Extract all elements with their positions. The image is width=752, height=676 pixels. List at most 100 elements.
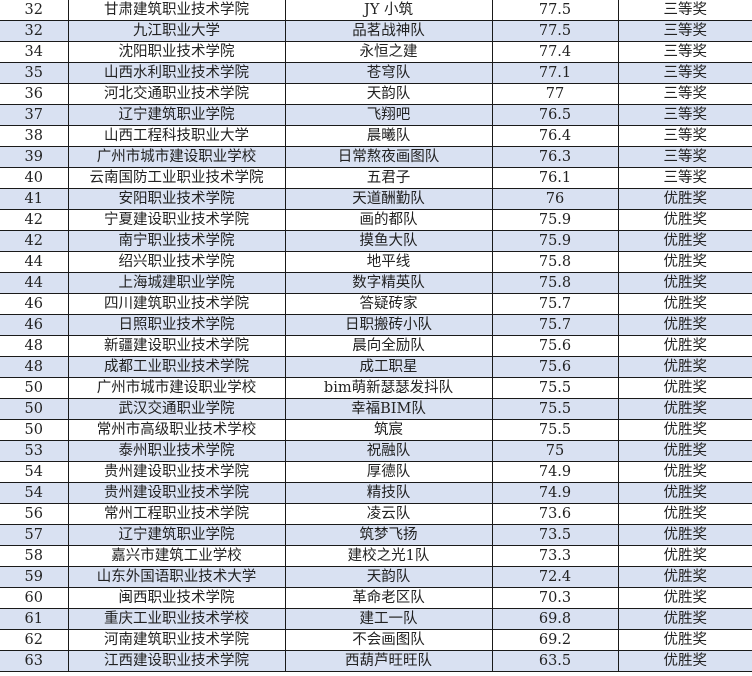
award-cell[interactable]: 优胜奖	[617, 587, 752, 609]
rank-cell[interactable]: 50	[0, 377, 69, 399]
score-cell[interactable]: 75.6	[491, 356, 619, 378]
school-cell[interactable]: 常州市高级职业技术学校	[67, 419, 286, 441]
award-cell[interactable]: 优胜奖	[617, 419, 752, 441]
score-cell[interactable]: 76.1	[491, 167, 619, 189]
rank-cell[interactable]: 32	[0, 0, 69, 21]
rank-cell[interactable]: 60	[0, 587, 69, 609]
award-cell[interactable]: 优胜奖	[617, 524, 752, 546]
score-cell[interactable]: 76.5	[491, 104, 619, 126]
rank-cell[interactable]: 46	[0, 314, 69, 336]
school-cell[interactable]: 南宁职业技术学院	[67, 230, 286, 252]
school-cell[interactable]: 山西工程科技职业大学	[67, 125, 286, 147]
school-cell[interactable]: 九江职业大学	[67, 20, 286, 42]
team-cell[interactable]: 革命老区队	[284, 587, 493, 609]
team-cell[interactable]: 品茗战神队	[284, 20, 493, 42]
rank-cell[interactable]: 41	[0, 188, 69, 210]
school-cell[interactable]: 上海城建职业学院	[67, 272, 286, 294]
school-cell[interactable]: 成都工业职业技术学院	[67, 356, 286, 378]
score-cell[interactable]: 76.3	[491, 146, 619, 168]
award-cell[interactable]: 三等奖	[617, 167, 752, 189]
rank-cell[interactable]: 53	[0, 440, 69, 462]
rank-cell[interactable]: 63	[0, 650, 69, 672]
award-cell[interactable]: 优胜奖	[617, 272, 752, 294]
award-cell[interactable]: 优胜奖	[617, 503, 752, 525]
school-cell[interactable]: 嘉兴市建筑工业学校	[67, 545, 286, 567]
award-cell[interactable]: 优胜奖	[617, 440, 752, 462]
award-cell[interactable]: 优胜奖	[617, 356, 752, 378]
award-cell[interactable]: 优胜奖	[617, 398, 752, 420]
school-cell[interactable]: 武汉交通职业学院	[67, 398, 286, 420]
award-cell[interactable]: 三等奖	[617, 83, 752, 105]
school-cell[interactable]: 日照职业技术学院	[67, 314, 286, 336]
award-cell[interactable]: 优胜奖	[617, 188, 752, 210]
score-cell[interactable]: 75	[491, 440, 619, 462]
score-cell[interactable]: 74.9	[491, 461, 619, 483]
team-cell[interactable]: 苍穹队	[284, 62, 493, 84]
rank-cell[interactable]: 48	[0, 335, 69, 357]
rank-cell[interactable]: 54	[0, 482, 69, 504]
score-cell[interactable]: 63.5	[491, 650, 619, 672]
score-cell[interactable]: 77	[491, 83, 619, 105]
school-cell[interactable]: 闽西职业技术学院	[67, 587, 286, 609]
score-cell[interactable]: 70.3	[491, 587, 619, 609]
rank-cell[interactable]: 44	[0, 251, 69, 273]
team-cell[interactable]: 祝融队	[284, 440, 493, 462]
rank-cell[interactable]: 44	[0, 272, 69, 294]
award-cell[interactable]: 优胜奖	[617, 482, 752, 504]
team-cell[interactable]: 厚德队	[284, 461, 493, 483]
team-cell[interactable]: 天韵队	[284, 566, 493, 588]
team-cell[interactable]: 精技队	[284, 482, 493, 504]
score-cell[interactable]: 74.9	[491, 482, 619, 504]
award-cell[interactable]: 优胜奖	[617, 377, 752, 399]
score-cell[interactable]: 75.7	[491, 293, 619, 315]
team-cell[interactable]: JY 小筑	[284, 0, 493, 21]
award-cell[interactable]: 三等奖	[617, 20, 752, 42]
rank-cell[interactable]: 42	[0, 209, 69, 231]
score-cell[interactable]: 77.5	[491, 0, 619, 21]
team-cell[interactable]: 筑梦飞扬	[284, 524, 493, 546]
award-cell[interactable]: 三等奖	[617, 41, 752, 63]
award-cell[interactable]: 三等奖	[617, 104, 752, 126]
score-cell[interactable]: 73.5	[491, 524, 619, 546]
rank-cell[interactable]: 54	[0, 461, 69, 483]
rank-cell[interactable]: 35	[0, 62, 69, 84]
rank-cell[interactable]: 48	[0, 356, 69, 378]
score-cell[interactable]: 72.4	[491, 566, 619, 588]
score-cell[interactable]: 75.5	[491, 377, 619, 399]
team-cell[interactable]: 地平线	[284, 251, 493, 273]
rank-cell[interactable]: 58	[0, 545, 69, 567]
team-cell[interactable]: 日职搬砖小队	[284, 314, 493, 336]
school-cell[interactable]: 山西水利职业技术学院	[67, 62, 286, 84]
award-cell[interactable]: 优胜奖	[617, 629, 752, 651]
rank-cell[interactable]: 50	[0, 398, 69, 420]
rank-cell[interactable]: 39	[0, 146, 69, 168]
score-cell[interactable]: 75.5	[491, 398, 619, 420]
rank-cell[interactable]: 38	[0, 125, 69, 147]
school-cell[interactable]: 绍兴职业技术学院	[67, 251, 286, 273]
school-cell[interactable]: 广州市城市建设职业学校	[67, 146, 286, 168]
score-cell[interactable]: 76	[491, 188, 619, 210]
school-cell[interactable]: 贵州建设职业技术学院	[67, 461, 286, 483]
team-cell[interactable]: bim萌新瑟瑟发抖队	[284, 377, 493, 399]
team-cell[interactable]: 数字精英队	[284, 272, 493, 294]
award-cell[interactable]: 三等奖	[617, 62, 752, 84]
school-cell[interactable]: 甘肃建筑职业技术学院	[67, 0, 286, 21]
school-cell[interactable]: 辽宁建筑职业学院	[67, 104, 286, 126]
school-cell[interactable]: 广州市城市建设职业学校	[67, 377, 286, 399]
rank-cell[interactable]: 32	[0, 20, 69, 42]
score-cell[interactable]: 69.8	[491, 608, 619, 630]
award-cell[interactable]: 三等奖	[617, 146, 752, 168]
rank-cell[interactable]: 42	[0, 230, 69, 252]
award-cell[interactable]: 优胜奖	[617, 230, 752, 252]
team-cell[interactable]: 西葫芦旺旺队	[284, 650, 493, 672]
team-cell[interactable]: 摸鱼大队	[284, 230, 493, 252]
score-cell[interactable]: 75.6	[491, 335, 619, 357]
award-cell[interactable]: 优胜奖	[617, 566, 752, 588]
team-cell[interactable]: 筑宸	[284, 419, 493, 441]
score-cell[interactable]: 75.8	[491, 251, 619, 273]
rank-cell[interactable]: 57	[0, 524, 69, 546]
school-cell[interactable]: 泰州职业技术学院	[67, 440, 286, 462]
score-cell[interactable]: 76.4	[491, 125, 619, 147]
score-cell[interactable]: 75.9	[491, 209, 619, 231]
team-cell[interactable]: 建校之光1队	[284, 545, 493, 567]
